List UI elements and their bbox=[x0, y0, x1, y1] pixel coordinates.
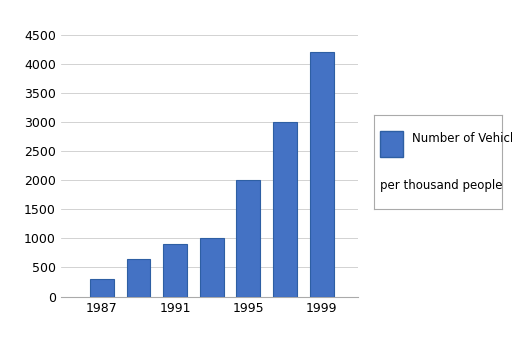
Bar bbox=[163, 244, 187, 297]
FancyBboxPatch shape bbox=[380, 131, 403, 157]
Bar bbox=[310, 52, 334, 297]
Bar bbox=[237, 180, 260, 297]
Bar bbox=[90, 279, 114, 297]
Bar bbox=[273, 122, 297, 297]
Bar bbox=[200, 238, 224, 297]
Text: per thousand people: per thousand people bbox=[380, 179, 503, 192]
Text: Number of Vehicle: Number of Vehicle bbox=[412, 132, 512, 145]
Bar bbox=[126, 259, 151, 297]
